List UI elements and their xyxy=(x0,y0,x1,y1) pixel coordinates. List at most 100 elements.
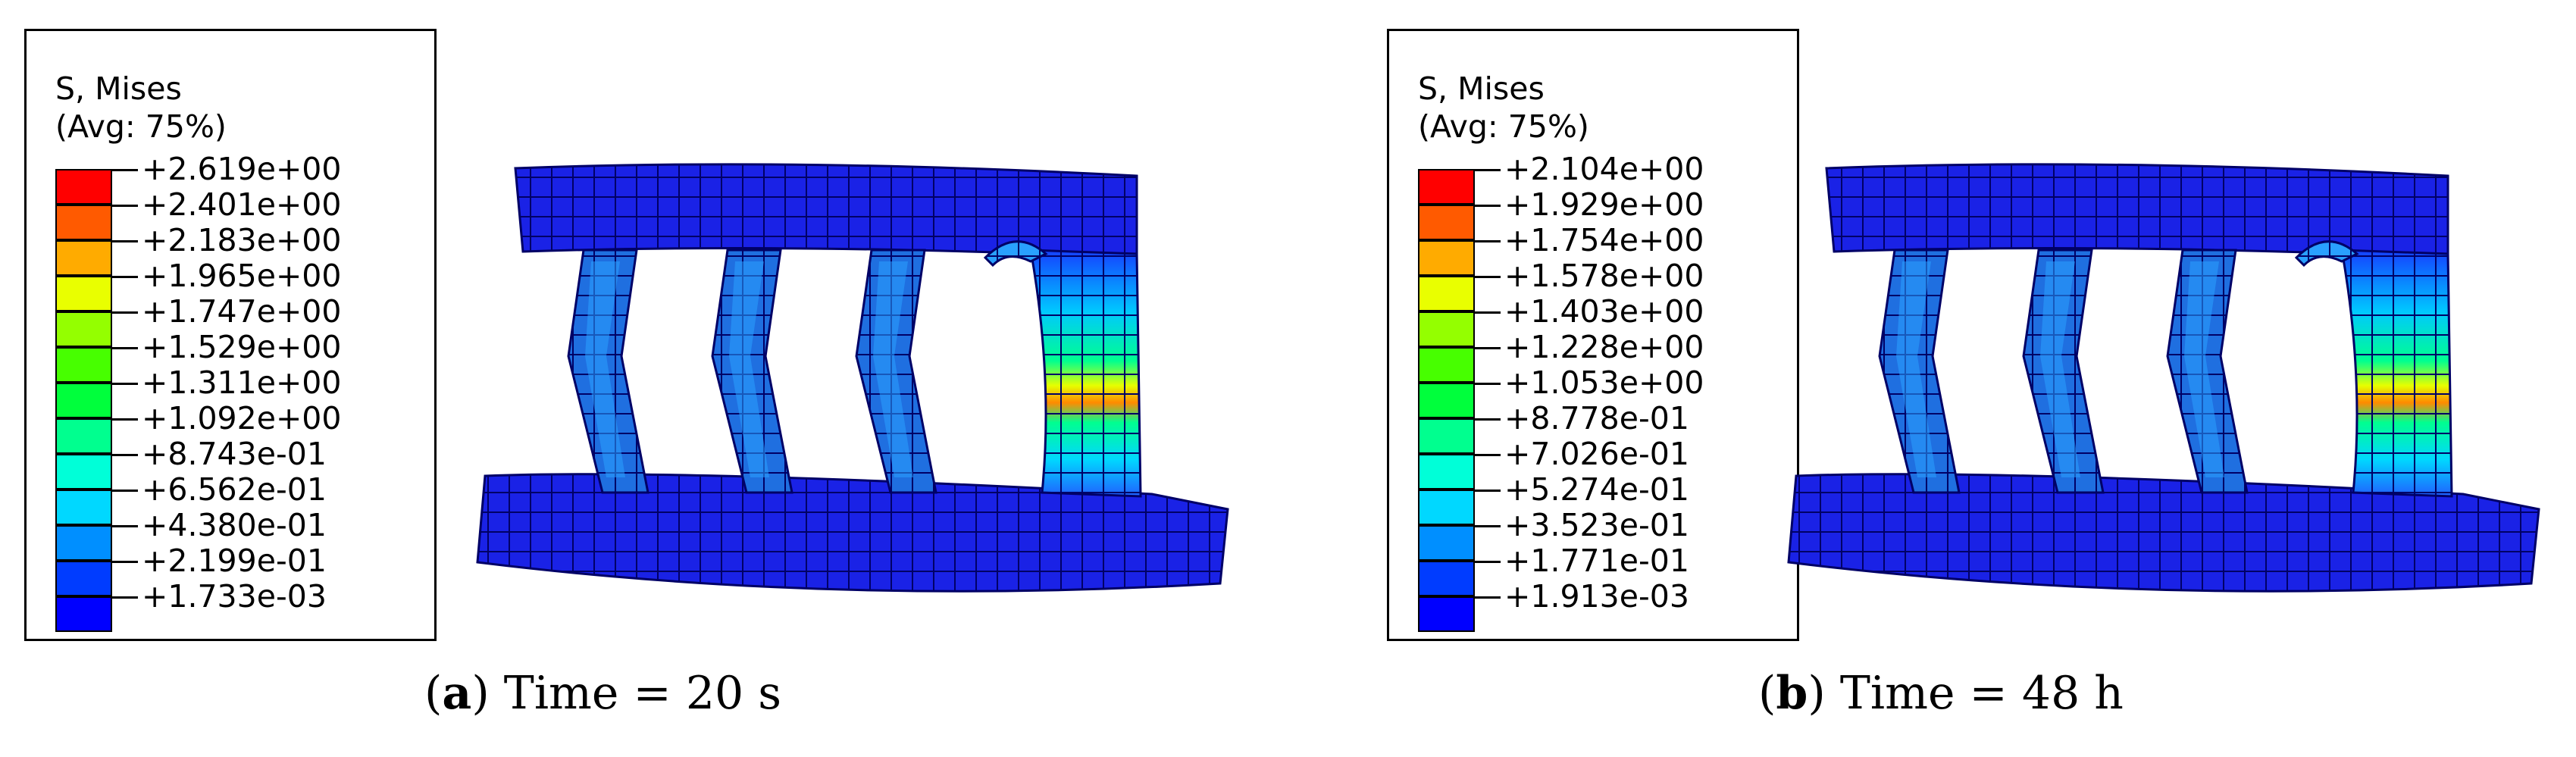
legend-tick-label: +1.403e+00 xyxy=(1504,293,1704,330)
legend-tick-label: +2.199e-01 xyxy=(142,543,327,579)
legend-tick-label: +8.743e-01 xyxy=(142,436,327,472)
legend-tick xyxy=(112,596,138,599)
upper-link-grid xyxy=(2296,241,2357,265)
right-column-grid xyxy=(1031,250,1141,496)
legend-tick xyxy=(112,490,138,492)
legend-color-swatch xyxy=(55,525,112,561)
legend-tick xyxy=(112,311,138,314)
caption: (a) Time = 20 s xyxy=(424,667,782,720)
bottom-beam-grid xyxy=(477,474,1228,592)
strut-stress-zone xyxy=(1896,261,1936,477)
strut-stress-zone xyxy=(873,261,913,477)
top-beam-grid xyxy=(515,164,1137,258)
legend-tick-label: +8.778e-01 xyxy=(1504,400,1689,436)
legend-subtitle: (Avg: 75%) xyxy=(1418,108,1589,145)
legend-tick-label: +3.523e-01 xyxy=(1504,507,1689,543)
legend-tick xyxy=(112,276,138,278)
legend-tick-label: +7.026e-01 xyxy=(1504,436,1689,472)
legend-tick-label: +1.733e-03 xyxy=(142,578,327,615)
legend-color-swatch xyxy=(1418,276,1475,311)
legend-tick-label: +1.771e-01 xyxy=(1504,543,1689,579)
legend-tick xyxy=(1475,276,1501,278)
strut-stress-zone xyxy=(2040,261,2080,477)
caption-text: Time = 20 s xyxy=(503,667,782,720)
legend-color-swatch xyxy=(55,561,112,596)
legend-color-swatch xyxy=(55,169,112,205)
panel-b: S, Mises (Avg: 75%) +2.104e+00 +1.929e+00… xyxy=(1288,0,2576,757)
legend-color-swatch xyxy=(55,205,112,240)
legend-tick xyxy=(112,240,138,242)
legend-color-swatch xyxy=(1418,454,1475,490)
strut-stress-zone xyxy=(729,261,769,477)
legend-color-swatch xyxy=(1418,596,1475,632)
fea-mesh-plot xyxy=(1787,163,2540,593)
strut-stress-zone xyxy=(2184,261,2224,477)
legend-tick-label: +1.913e-03 xyxy=(1504,578,1689,615)
legend-color-swatch xyxy=(1418,205,1475,240)
legend-color-swatch xyxy=(1418,240,1475,276)
legend-color-swatch xyxy=(55,418,112,454)
caption: (b) Time = 48 h xyxy=(1758,667,2124,720)
legend-tick xyxy=(1475,561,1501,563)
legend-tick xyxy=(112,454,138,456)
legend-tick-label: +4.380e-01 xyxy=(142,507,327,543)
legend-tick xyxy=(1475,205,1501,207)
legend-color-swatch xyxy=(1418,561,1475,596)
bottom-beam-grid xyxy=(1789,474,2539,592)
legend-color-swatch xyxy=(55,383,112,418)
legend-tick-label: +1.929e+00 xyxy=(1504,186,1704,223)
legend-tick-label: +5.274e-01 xyxy=(1504,471,1689,508)
legend-tick xyxy=(112,347,138,349)
legend-tick xyxy=(112,383,138,385)
legend-color-swatch xyxy=(1418,311,1475,347)
legend-tick-label: +2.183e+00 xyxy=(142,222,342,258)
legend-tick xyxy=(1475,418,1501,421)
legend-color-swatch xyxy=(1418,169,1475,205)
legend-tick-label: +1.053e+00 xyxy=(1504,364,1704,401)
legend-tick xyxy=(112,525,138,527)
legend-color-swatch xyxy=(55,347,112,383)
legend-tick-label: +6.562e-01 xyxy=(142,471,327,508)
legend-tick xyxy=(112,169,138,171)
legend-tick xyxy=(1475,311,1501,314)
legend-color-swatch xyxy=(1418,383,1475,418)
legend-color-swatch xyxy=(55,490,112,525)
legend-tick-label: +1.747e+00 xyxy=(142,293,342,330)
legend-tick xyxy=(1475,596,1501,599)
legend-tick-label: +1.228e+00 xyxy=(1504,329,1704,365)
legend-tick xyxy=(1475,490,1501,492)
legend-tick-label: +1.965e+00 xyxy=(142,258,342,294)
caption-text: Time = 48 h xyxy=(1839,667,2124,720)
legend-color-swatch xyxy=(1418,418,1475,454)
legend-color-swatch xyxy=(55,596,112,632)
legend-tick-label: +2.401e+00 xyxy=(142,186,342,223)
legend-tick-label: +1.092e+00 xyxy=(142,400,342,436)
legend-tick-label: +1.578e+00 xyxy=(1504,258,1704,294)
legend-tick xyxy=(1475,240,1501,242)
top-beam-grid xyxy=(1826,164,2448,258)
legend-tick-label: +1.529e+00 xyxy=(142,329,342,365)
legend-tick-label: +2.104e+00 xyxy=(1504,151,1704,187)
legend-tick-label: +2.619e+00 xyxy=(142,151,342,187)
legend-title: S, Mises xyxy=(1418,70,1545,107)
caption-letter: a xyxy=(442,667,472,720)
upper-link-grid xyxy=(985,241,1046,265)
caption-letter: b xyxy=(1776,667,1808,720)
legend-color-swatch xyxy=(55,454,112,490)
legend-tick xyxy=(1475,169,1501,171)
panel-a: S, Mises (Avg: 75%) +2.619e+00 +2.401e+00… xyxy=(24,29,1229,720)
legend-color-swatch xyxy=(55,311,112,347)
stress-legend: S, Mises (Avg: 75%) +2.619e+00 +2.401e+00… xyxy=(24,29,437,641)
legend-tick xyxy=(112,418,138,421)
legend-color-swatch xyxy=(55,240,112,276)
legend-tick xyxy=(112,561,138,563)
legend-subtitle: (Avg: 75%) xyxy=(55,108,227,145)
legend-tick xyxy=(1475,454,1501,456)
legend-color-swatch xyxy=(1418,347,1475,383)
legend-tick xyxy=(1475,383,1501,385)
legend-tick xyxy=(1475,347,1501,349)
right-column-grid xyxy=(2342,250,2452,496)
legend-title: S, Mises xyxy=(55,70,182,107)
legend-tick-label: +1.754e+00 xyxy=(1504,222,1704,258)
legend-tick xyxy=(1475,525,1501,527)
